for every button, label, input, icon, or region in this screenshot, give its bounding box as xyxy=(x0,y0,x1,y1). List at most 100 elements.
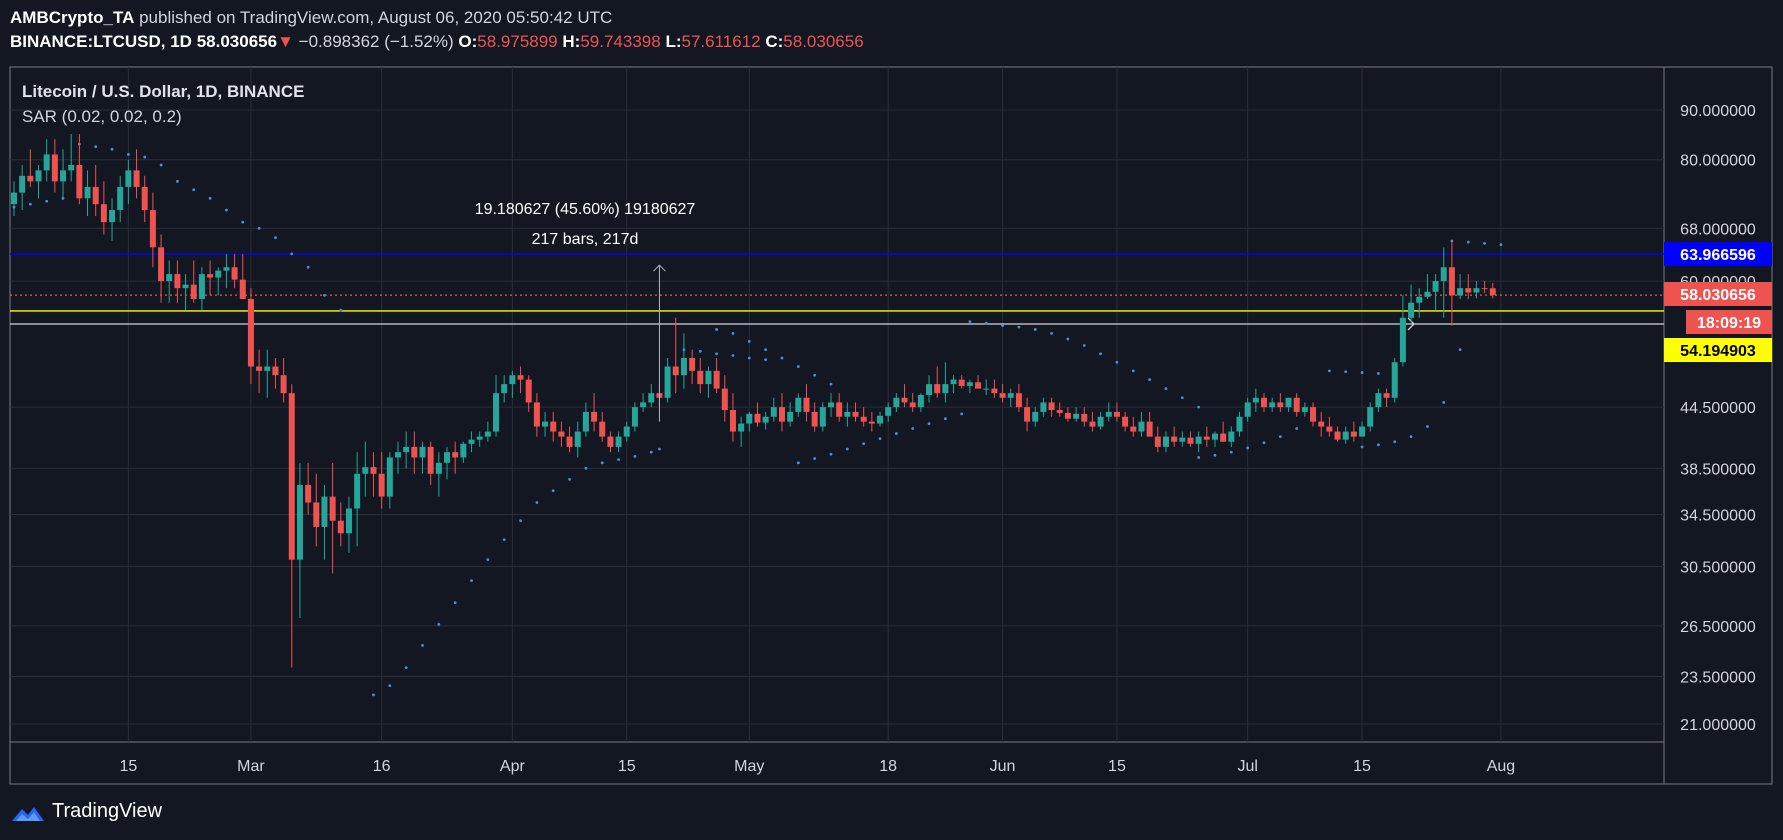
candle-body xyxy=(1146,421,1153,437)
candle-body xyxy=(452,452,459,458)
legend-indicator[interactable]: SAR (0.02, 0.02, 0.2) xyxy=(22,107,182,126)
footer-brand[interactable]: TradingView xyxy=(10,800,162,823)
candle-body xyxy=(476,436,483,440)
candle-body xyxy=(787,411,794,422)
candle-body xyxy=(1350,431,1357,437)
sar-dot xyxy=(911,427,915,430)
sar-dot xyxy=(143,155,147,159)
sar-dot xyxy=(61,196,65,200)
measure-tool[interactable]: 19.180627 (45.60%) 19180627 217 bars, 21… xyxy=(475,201,696,422)
candle-body xyxy=(1293,397,1300,412)
sar-dot xyxy=(1246,446,1250,450)
candle-body xyxy=(1015,393,1022,408)
candle-body xyxy=(468,439,475,444)
candle-body xyxy=(1465,288,1472,293)
sar-dot xyxy=(943,417,947,421)
sar-dot xyxy=(1148,378,1152,382)
sar-dot xyxy=(1033,328,1037,331)
candle-body xyxy=(1277,402,1284,408)
candle-body xyxy=(1489,288,1496,296)
time-tick-label: 18 xyxy=(879,758,897,775)
candle-body xyxy=(125,170,132,187)
candle-body xyxy=(444,452,451,463)
sar-dot xyxy=(862,442,866,446)
candle-body xyxy=(852,411,859,417)
sar-dot xyxy=(1197,456,1201,459)
price-axis[interactable]: 90.00000080.00000068.00000060.00000044.5… xyxy=(1680,103,1756,734)
sar-dot xyxy=(731,332,735,335)
candle-body xyxy=(1432,281,1439,292)
sar-dot xyxy=(968,320,972,324)
candle-body xyxy=(484,431,491,437)
candle-body xyxy=(43,154,50,171)
candle-body xyxy=(158,247,165,282)
candle-body xyxy=(778,407,785,422)
sar-dot xyxy=(813,457,817,460)
candle-body xyxy=(623,426,630,437)
candle-body xyxy=(411,446,418,458)
sar-dot xyxy=(1409,435,1413,439)
candle-body xyxy=(501,384,508,394)
candle-body xyxy=(1285,397,1292,408)
candle-body xyxy=(1261,397,1268,408)
candle-body xyxy=(321,496,328,527)
candle-body xyxy=(525,379,532,403)
sar-dot xyxy=(617,458,620,461)
candle-body xyxy=(631,407,638,427)
sar-dot xyxy=(984,321,988,325)
candle-body xyxy=(828,402,834,408)
candle-body xyxy=(239,279,246,300)
candle-body xyxy=(689,357,696,371)
candle-body xyxy=(680,357,687,376)
candle-body xyxy=(296,485,303,560)
sar-dot xyxy=(404,666,408,670)
close-value: 58.030656 xyxy=(783,32,864,51)
candle-body xyxy=(1228,431,1235,442)
candle-body xyxy=(795,397,802,412)
candle-body xyxy=(76,165,83,199)
candle-body xyxy=(1097,416,1104,427)
time-tick-label: 15 xyxy=(1353,758,1371,775)
candle-body xyxy=(591,411,598,422)
author-name[interactable]: AMBCrypto_TA xyxy=(10,8,135,27)
sar-dot xyxy=(927,422,931,425)
candle-body xyxy=(836,402,843,417)
sar-dot xyxy=(1466,240,1470,244)
price-tick-label: 30.500000 xyxy=(1680,560,1756,577)
sar-dot xyxy=(388,684,392,688)
candle-body xyxy=(370,467,377,474)
sar-dot xyxy=(1082,344,1086,347)
candle-body xyxy=(109,210,116,223)
candle-body xyxy=(950,379,957,385)
candle-body xyxy=(860,416,867,422)
sar-dot xyxy=(551,489,555,493)
candle-body xyxy=(1064,412,1071,419)
candle-body xyxy=(198,274,205,300)
candle-body xyxy=(713,370,720,389)
candle-body xyxy=(305,485,312,503)
candle-body xyxy=(460,443,467,458)
sar-dot xyxy=(764,348,768,352)
candle-body xyxy=(558,431,565,437)
price-tick-label: 38.500000 xyxy=(1680,461,1756,478)
candle-body xyxy=(1081,413,1088,422)
candle-body xyxy=(149,210,156,248)
sar-dot xyxy=(1164,387,1168,391)
candle-body xyxy=(1375,393,1382,408)
time-axis[interactable]: 15 Mar 16 Apr 15 May 18 Jun 15 Jul 15 Aug xyxy=(119,758,1515,775)
current-price-tag xyxy=(1664,282,1772,306)
tradingview-logo-icon xyxy=(12,806,44,821)
candle-body xyxy=(983,388,990,390)
candle-body xyxy=(1318,421,1325,427)
sar-indicator xyxy=(12,142,1503,697)
candle-body xyxy=(1440,267,1447,282)
support-arrow-icon xyxy=(1407,317,1415,331)
candle-body xyxy=(1342,431,1349,440)
candle-body xyxy=(1048,402,1055,411)
candle-body xyxy=(1195,436,1202,444)
sar-dot xyxy=(698,349,702,353)
sar-dot xyxy=(894,432,898,435)
sar-dot xyxy=(274,236,277,240)
candle-body xyxy=(1007,393,1014,398)
